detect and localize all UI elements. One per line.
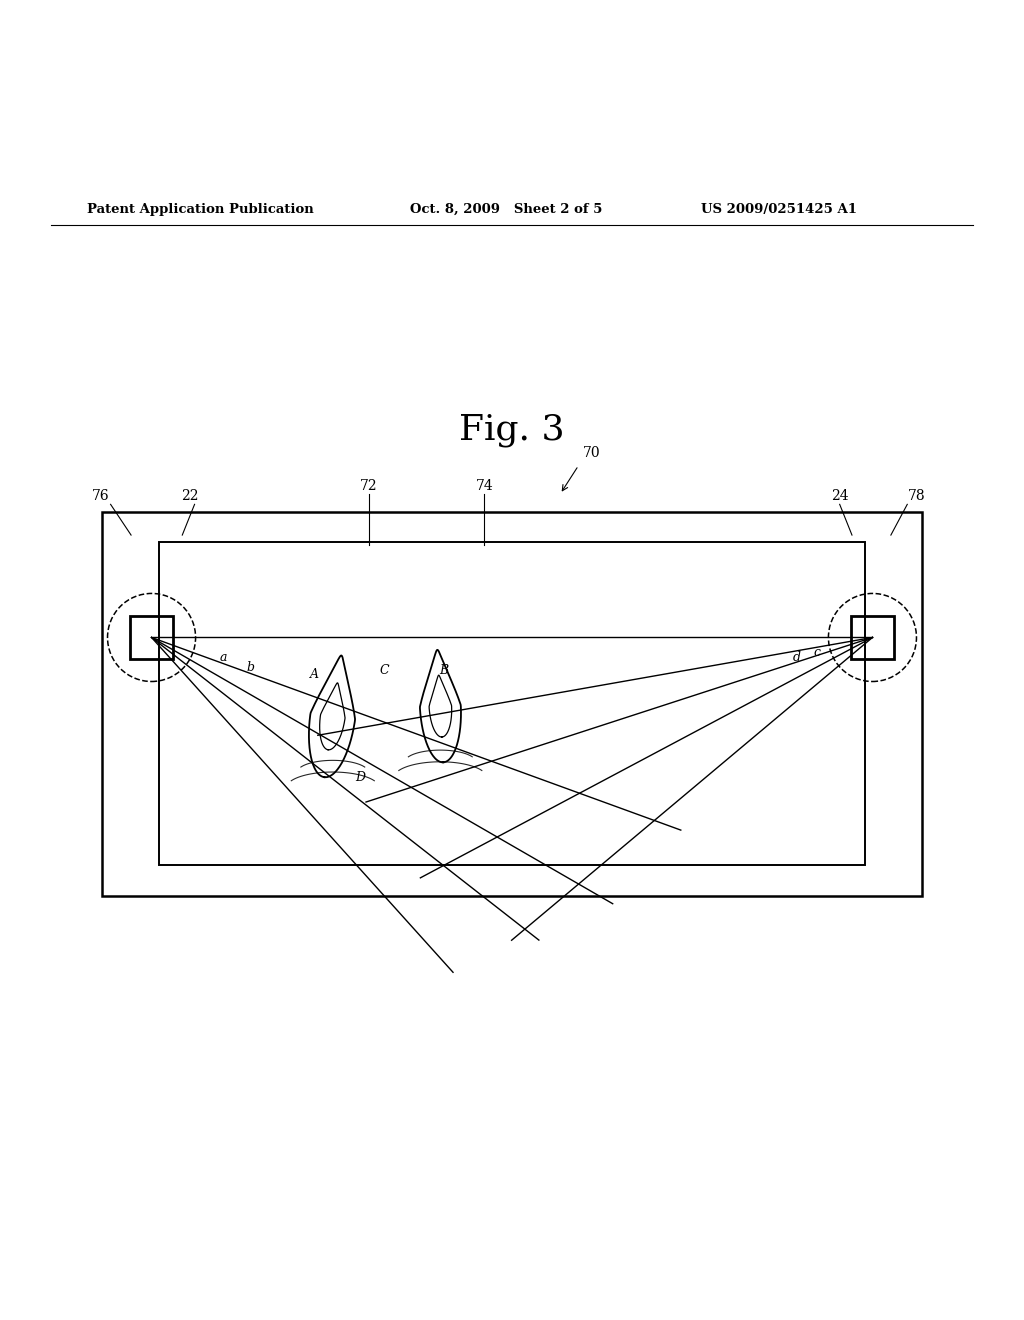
Bar [102,512,922,895]
Text: 24: 24 [830,490,849,503]
Text: a: a [219,652,227,664]
Text: A: A [310,668,318,681]
Text: 22: 22 [180,490,199,503]
Text: 72: 72 [359,479,378,492]
Text: Oct. 8, 2009   Sheet 2 of 5: Oct. 8, 2009 Sheet 2 of 5 [410,203,602,216]
Bar [159,543,865,865]
Text: D: D [355,771,366,784]
Text: B: B [439,664,447,677]
Text: US 2009/0251425 A1: US 2009/0251425 A1 [701,203,857,216]
Text: 70: 70 [583,446,601,461]
Text: Fig. 3: Fig. 3 [459,413,565,446]
Text: 76: 76 [91,490,110,503]
Text: 78: 78 [907,490,926,503]
Text: c: c [814,647,820,659]
Text: Patent Application Publication: Patent Application Publication [87,203,313,216]
Text: C: C [379,664,389,677]
Text: d: d [793,652,801,664]
Text: 74: 74 [475,479,494,492]
Text: b: b [247,661,255,673]
